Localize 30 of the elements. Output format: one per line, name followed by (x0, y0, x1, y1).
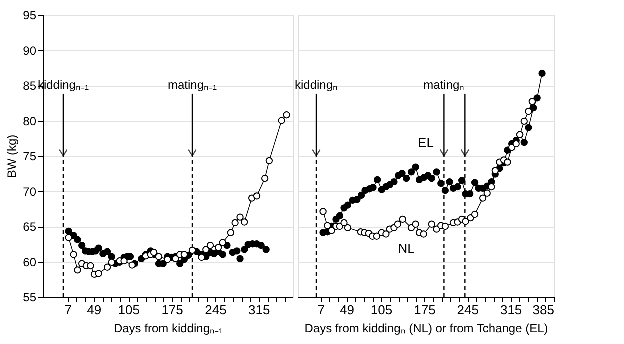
annotation: NL (398, 241, 415, 256)
y-tick-label: 85 (23, 79, 37, 93)
y-tick-label: 60 (23, 255, 37, 270)
x-tick-label: 7 (318, 302, 325, 318)
x-axis-title: Days from kiddingₙ (NL) or from Tchange (EL) (304, 322, 548, 336)
x-tick-label: 175 (414, 302, 436, 318)
ref-line-label: kiddingₙ (294, 78, 338, 92)
x-tick-label: 315 (500, 302, 522, 318)
x-tick-label: 175 (162, 302, 184, 318)
x-tick-label: 105 (370, 302, 393, 318)
y-tick-label: 70 (23, 184, 37, 199)
y-tick-label: 65 (23, 220, 37, 234)
x-tick-label: 315 (248, 302, 270, 318)
x-tick-label: 385 (532, 302, 554, 318)
x-axis-title: Days from kiddingₙ₋₁ (114, 322, 224, 336)
x-tick-label: 7 (64, 302, 72, 318)
x-tick-label: 49 (87, 302, 102, 318)
y-tick-label: 90 (23, 44, 37, 58)
x-tick-label: 105 (118, 302, 140, 318)
y-tick-label: 80 (23, 114, 37, 128)
annotation: EL (418, 135, 434, 150)
y-tick-label: 55 (23, 290, 37, 304)
ref-line-label: matingₙ (424, 78, 465, 92)
x-tick-label: 245 (457, 302, 479, 318)
x-tick-label: 245 (205, 302, 227, 318)
x-tick-label: 49 (340, 302, 354, 318)
y-axis-title: BW (kg) (5, 134, 20, 178)
ref-line-label: matingₙ₋₁ (168, 78, 218, 92)
y-tick-label: 75 (23, 150, 37, 164)
y-tick-label: 95 (23, 8, 37, 22)
